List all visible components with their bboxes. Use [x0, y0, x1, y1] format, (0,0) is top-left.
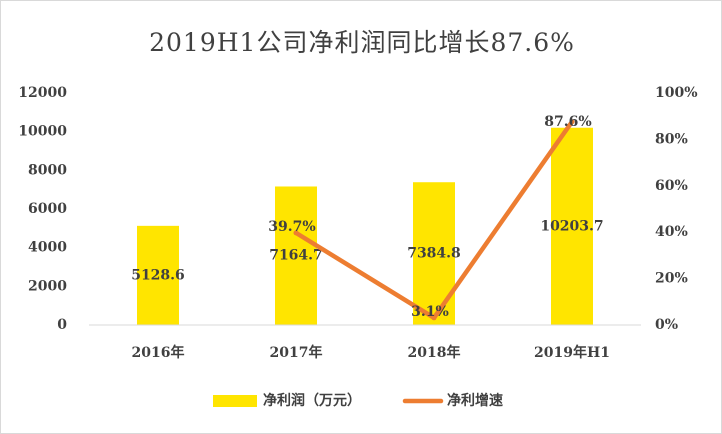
y-right-tick-label: 80% [655, 131, 688, 147]
bar-data-label: 5128.6 [131, 267, 185, 283]
y-right-tick-label: 0% [655, 317, 678, 333]
y-right-tick-label: 100% [655, 85, 698, 101]
x-tick-label: 2019年H1 [534, 344, 610, 361]
y-right-tick-label: 60% [655, 178, 688, 194]
bar-data-label: 10203.7 [540, 218, 603, 234]
line-data-label: 39.7% [268, 219, 315, 235]
growth-point-1 [293, 230, 299, 236]
bar-1 [275, 186, 317, 325]
bar-0 [137, 225, 179, 325]
bar-data-label: 7164.7 [269, 248, 323, 264]
chart-title: 2019H1公司净利润同比增长87.6% [149, 28, 575, 57]
y-right-tick-label: 40% [655, 224, 688, 240]
line-data-label: 87.6% [544, 114, 591, 130]
growth-point-2 [431, 315, 437, 321]
y-left-tick-label: 4000 [28, 240, 67, 256]
x-tick-label: 2017年 [270, 344, 323, 361]
bar-data-label: 7384.8 [407, 246, 461, 262]
legend-label-bar: 净利润（万元） [263, 392, 361, 409]
legend-label-line: 净利增速 [447, 392, 503, 409]
growth-point-3 [569, 119, 575, 125]
y-left-tick-label: 8000 [28, 162, 67, 178]
line-data-label: 3.1% [411, 304, 449, 320]
y-left-tick-label: 12000 [18, 85, 67, 101]
bar-3 [551, 127, 593, 325]
x-tick-label: 2018年 [408, 344, 461, 361]
y-right-tick-label: 20% [655, 271, 688, 287]
legend-swatch-bar [213, 395, 257, 407]
y-left-tick-label: 6000 [28, 201, 67, 217]
y-left-tick-label: 2000 [28, 278, 67, 294]
x-tick-label: 2016年 [132, 344, 185, 361]
y-left-tick-label: 0 [57, 317, 67, 333]
y-left-tick-label: 10000 [18, 124, 67, 140]
